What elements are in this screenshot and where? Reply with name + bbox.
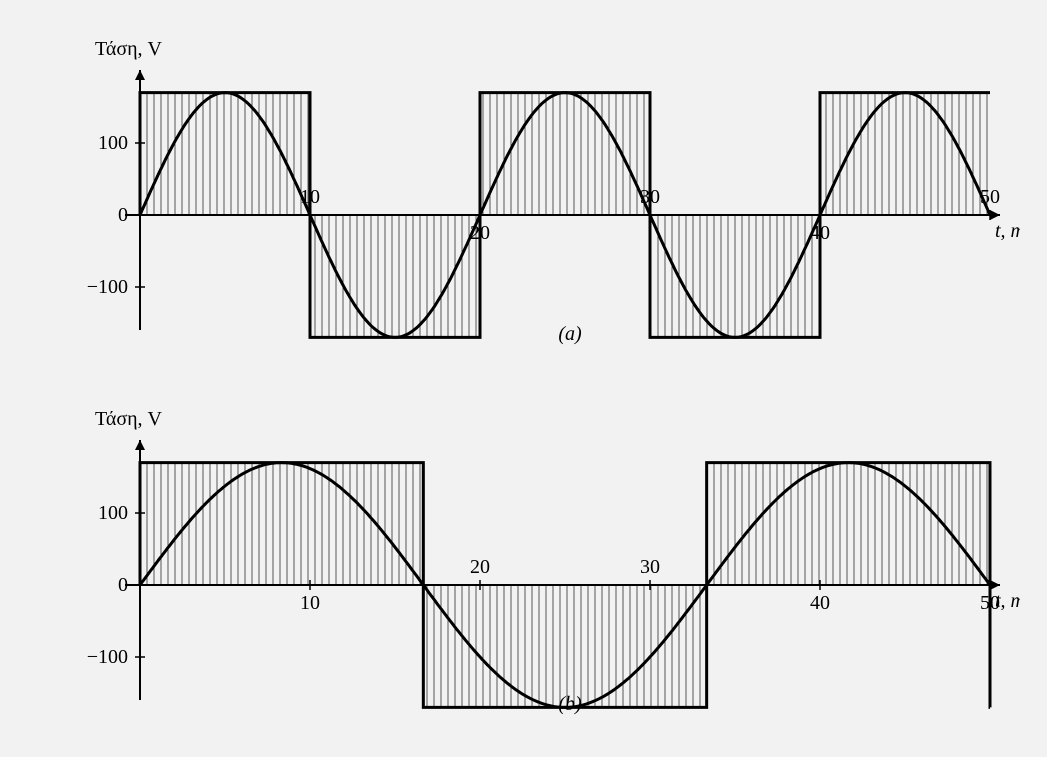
x-tick-label: 10: [300, 592, 320, 614]
x-tick-label: 30: [640, 186, 660, 208]
y-tick-label: 0: [118, 204, 128, 226]
x-axis-label: t, ms: [995, 590, 1020, 612]
y-tick-label: 0: [118, 574, 128, 596]
y-axis-label: Τάση, V: [95, 38, 163, 60]
x-tick-label: 50: [980, 186, 1000, 208]
x-tick-label: 30: [640, 556, 660, 578]
x-tick-label: 10: [300, 186, 320, 208]
y-tick-label: −100: [87, 646, 128, 668]
y-axis-arrow: [135, 70, 145, 80]
y-tick-label: 100: [98, 132, 128, 154]
panel-b: 10203040500100−100Τάση, Vt, ms(b): [40, 390, 1020, 720]
y-tick-label: −100: [87, 276, 128, 298]
panel-caption: (b): [558, 693, 582, 715]
x-axis-label: t, ms: [995, 220, 1020, 242]
panel-caption: (a): [558, 323, 582, 345]
x-tick-label: 20: [470, 222, 490, 244]
y-axis-label: Τάση, V: [95, 408, 163, 430]
y-axis-arrow: [135, 440, 145, 450]
panel-a: 10 20 30 40 50 0 100 −100 Τάση, V t, ms (a): [40, 20, 1020, 350]
x-tick-label: 40: [810, 222, 830, 244]
x-axis-arrow: [990, 210, 1000, 220]
y-tick-label: 100: [98, 502, 128, 524]
x-tick-label: 20: [470, 556, 490, 578]
x-axis-arrow: [990, 580, 1000, 590]
x-tick-label: 40: [810, 592, 830, 614]
